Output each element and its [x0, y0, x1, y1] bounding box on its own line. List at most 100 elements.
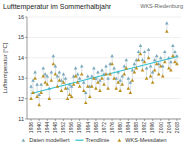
point	[72, 83, 76, 86]
point	[175, 62, 179, 65]
point	[56, 85, 60, 88]
x-tick	[120, 119, 121, 121]
point	[153, 68, 157, 71]
x-tick	[160, 119, 161, 121]
x-tick	[95, 119, 96, 121]
connector	[33, 80, 34, 92]
point	[92, 66, 96, 69]
x-tick-label: 1984	[125, 122, 131, 133]
x-tick	[47, 119, 48, 121]
point	[80, 64, 84, 67]
legend-label: Trendlinie	[85, 137, 109, 143]
point	[135, 66, 139, 69]
y-tick-label: 14	[18, 55, 24, 61]
point	[33, 70, 37, 73]
point	[137, 58, 141, 61]
point	[104, 64, 108, 67]
point	[35, 83, 39, 86]
point	[141, 68, 145, 71]
point	[118, 78, 122, 81]
point	[74, 66, 78, 69]
x-tick-label: 2000	[158, 122, 164, 133]
title: Lufttemperatur im Sommerhalbjahr	[3, 3, 112, 11]
point	[58, 78, 62, 81]
plot-area	[29, 21, 178, 106]
point	[118, 89, 122, 92]
point	[80, 72, 84, 75]
y-tick-label: 11	[18, 116, 24, 122]
x-tick	[168, 119, 169, 121]
point	[131, 78, 135, 81]
grid-line	[27, 57, 181, 58]
x-tick-label: 1956	[68, 122, 74, 133]
point	[157, 72, 161, 75]
point	[70, 95, 74, 98]
x-tick-label: 1972	[101, 122, 107, 133]
point	[84, 101, 88, 104]
connectors	[31, 23, 177, 105]
point	[169, 68, 173, 71]
y-tick-label: 16	[18, 14, 24, 20]
x-tick-label: 2004	[166, 122, 172, 133]
point	[39, 91, 43, 94]
point	[52, 54, 56, 57]
point	[149, 64, 153, 67]
point	[155, 54, 159, 57]
y-axis-line	[27, 17, 28, 119]
legend-item: Daten modelliert	[22, 137, 70, 143]
point	[39, 83, 43, 86]
x-tick-label: 1936	[28, 122, 34, 133]
x-tick	[71, 119, 72, 121]
x-tick-label: 1940	[36, 122, 42, 133]
x-tick-label: 1952	[60, 122, 66, 133]
legend-swatch	[118, 138, 122, 141]
subtitle: WKS-Riedenburg	[140, 3, 183, 9]
trend-line	[31, 57, 177, 94]
point	[74, 74, 78, 77]
point	[112, 76, 116, 79]
point	[45, 74, 49, 77]
legend-swatch	[22, 138, 26, 141]
point	[102, 83, 106, 86]
point	[139, 52, 143, 55]
point	[167, 66, 171, 69]
x-tick	[39, 119, 40, 121]
point	[161, 74, 165, 77]
legend-item: Trendlinie	[75, 137, 109, 143]
point	[133, 70, 137, 73]
point	[29, 97, 33, 100]
legend-label: Daten modelliert	[29, 137, 70, 143]
point	[43, 80, 47, 83]
point	[141, 58, 145, 61]
point	[62, 80, 66, 83]
point	[62, 72, 66, 75]
point	[78, 85, 82, 88]
point	[151, 80, 155, 83]
x-tick	[112, 119, 113, 121]
point	[143, 50, 147, 53]
x-tick	[176, 119, 177, 121]
point	[66, 97, 70, 100]
point	[116, 80, 120, 83]
point	[133, 62, 137, 65]
point	[171, 44, 175, 47]
point	[114, 87, 118, 90]
x-tick	[144, 119, 145, 121]
point	[52, 62, 56, 65]
point	[155, 62, 159, 65]
axes: 1112131415161936194019441948195219561960…	[18, 14, 181, 133]
point	[50, 78, 54, 81]
point	[64, 76, 68, 79]
x-tick	[136, 119, 137, 121]
point	[173, 50, 177, 53]
series	[29, 29, 178, 106]
x-tick-label: 1944	[44, 122, 50, 133]
x-tick	[128, 119, 129, 121]
legend-swatch	[75, 140, 83, 141]
point	[147, 48, 151, 51]
point	[86, 85, 90, 88]
point	[149, 74, 153, 77]
y-tick-label: 15	[18, 34, 24, 40]
point	[35, 95, 39, 98]
x-tick	[152, 119, 153, 121]
